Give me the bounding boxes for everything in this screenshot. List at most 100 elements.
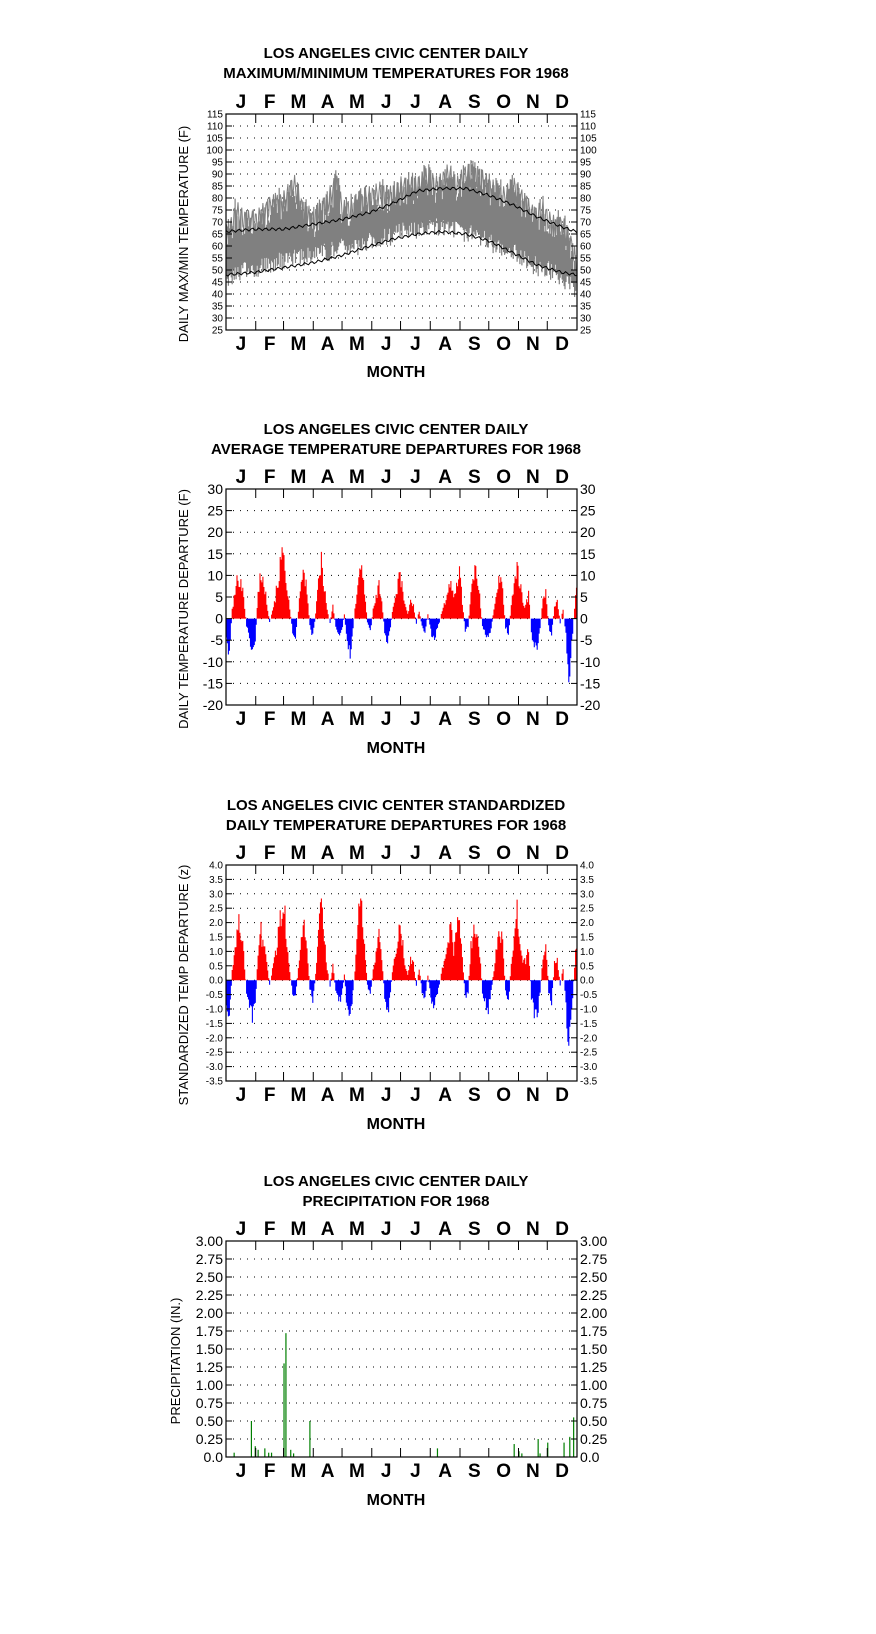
y-tick-label-left: 2.5 [209, 904, 223, 915]
y-tick-label-left: 90 [212, 170, 224, 181]
month-label-top: M [290, 467, 306, 488]
month-label-bottom: D [555, 1461, 569, 1482]
y-tick-label-left: 0.0 [209, 976, 223, 987]
month-label-top: J [381, 1219, 392, 1240]
y-tick-label-right: 45 [580, 278, 592, 289]
month-label-bottom: M [349, 1085, 365, 1106]
month-label-bottom: O [496, 334, 511, 355]
month-label-top: F [264, 467, 276, 488]
y-tick-label-right: 90 [580, 170, 592, 181]
y-tick-label-left: 1.75 [196, 1323, 223, 1339]
negative-departure-bars [225, 980, 575, 1046]
month-label-bottom: F [264, 1461, 276, 1482]
y-tick-label-left: 3.5 [209, 875, 223, 886]
month-label-bottom: M [349, 709, 365, 730]
y-tick-label-left: 0.0 [204, 1449, 224, 1465]
y-tick-label-right: 4.0 [580, 861, 594, 872]
y-tick-label-left: 1.25 [196, 1359, 223, 1375]
month-label-bottom: S [468, 334, 481, 355]
month-label-top: A [321, 467, 335, 488]
chart-title-line: LOS ANGELES CIVIC CENTER DAILY [264, 421, 529, 438]
y-tick-label-right: 2.50 [580, 1269, 607, 1285]
month-label-top: J [381, 843, 392, 864]
y-tick-label-left: -5 [211, 632, 224, 648]
month-label-bottom: M [349, 334, 365, 355]
y-tick-label-left: 30 [207, 481, 223, 497]
y-tick-label-left: -20 [203, 697, 223, 713]
month-label-bottom: N [526, 1461, 540, 1482]
y-tick-label-right: 30 [580, 481, 596, 497]
chart-title-line: MAXIMUM/MINIMUM TEMPERATURES FOR 1968 [223, 65, 569, 82]
y-tick-label-left: 110 [207, 122, 223, 133]
y-tick-label-left: -3.0 [206, 1062, 224, 1073]
y-axis-label: STANDARDIZED TEMP DEPARTURE (z) [176, 865, 191, 1106]
month-label-top: J [410, 843, 421, 864]
y-tick-label-left: 80 [212, 194, 224, 205]
y-tick-label-right: -3.5 [580, 1077, 598, 1088]
month-label-bottom: D [555, 1085, 569, 1106]
y-tick-label-left: -2.5 [206, 1048, 224, 1059]
y-tick-label-left: -0.5 [206, 990, 224, 1001]
month-label-top: D [555, 467, 569, 488]
y-tick-label-left: 2.00 [196, 1305, 223, 1321]
month-label-top: J [381, 92, 392, 113]
observed-max-line [226, 163, 577, 278]
month-label-top: D [555, 92, 569, 113]
y-tick-label-right: -2.5 [580, 1048, 598, 1059]
y-tick-label-left: 1.0 [209, 947, 223, 958]
y-tick-label-right: 100 [580, 146, 597, 157]
month-label-top: M [290, 1219, 306, 1240]
temperature-departure-chart: LOS ANGELES CIVIC CENTER DAILY AVERAGE TE… [176, 421, 600, 757]
month-label-top: A [438, 467, 452, 488]
y-tick-label-right: 1.50 [580, 1341, 607, 1357]
month-label-bottom: J [236, 1461, 247, 1482]
y-tick-label-left: 105 [206, 134, 223, 145]
month-label-bottom: J [410, 1461, 421, 1482]
month-label-bottom: J [236, 334, 247, 355]
chart-title-line: AVERAGE TEMPERATURE DEPARTURES FOR 1968 [211, 441, 581, 458]
month-label-top: N [526, 467, 540, 488]
month-label-bottom: A [438, 334, 452, 355]
y-tick-label-left: -1.0 [206, 1005, 224, 1016]
month-label-bottom: O [496, 1461, 511, 1482]
month-label-top: D [555, 1219, 569, 1240]
y-tick-label-right: 2.5 [580, 904, 594, 915]
y-tick-label-left: 3.0 [209, 889, 223, 900]
y-tick-label-right: 0 [580, 611, 588, 627]
month-label-top: N [526, 1219, 540, 1240]
chart-title-line: LOS ANGELES CIVIC CENTER DAILY [264, 1173, 529, 1190]
y-tick-label-left: 1.00 [196, 1377, 223, 1393]
x-axis-label: MONTH [367, 740, 426, 757]
y-tick-label-left: 35 [212, 302, 224, 313]
y-tick-label-right: 70 [580, 218, 592, 229]
y-tick-label-left: 0.50 [196, 1413, 223, 1429]
month-label-top: J [381, 467, 392, 488]
y-tick-label-right: 1.0 [580, 947, 594, 958]
month-label-top: F [264, 1219, 276, 1240]
y-tick-label-left: 2.0 [209, 918, 223, 929]
y-tick-label-right: 0.75 [580, 1395, 607, 1411]
x-axis-label: MONTH [367, 1492, 426, 1509]
y-axis-label: DAILY MAX/MIN TEMPERATURE (F) [176, 126, 191, 342]
month-label-bottom: J [236, 1085, 247, 1106]
month-label-bottom: J [381, 1461, 392, 1482]
month-label-bottom: S [468, 1085, 481, 1106]
month-label-top: O [496, 467, 511, 488]
month-label-bottom: M [290, 709, 306, 730]
y-tick-label-left: 4.0 [209, 861, 223, 872]
month-label-top: S [468, 843, 481, 864]
y-tick-label-right: 2.75 [580, 1251, 607, 1267]
month-label-bottom: F [264, 1085, 276, 1106]
y-tick-label-right: -3.0 [580, 1062, 598, 1073]
y-tick-label-left: 65 [212, 230, 224, 241]
y-tick-label-right: -1.0 [580, 1005, 598, 1016]
y-tick-label-right: 10 [580, 567, 596, 583]
normal-min-line [225, 229, 577, 277]
y-tick-label-left: 45 [212, 278, 224, 289]
month-label-bottom: F [264, 334, 276, 355]
month-label-top: A [438, 92, 452, 113]
y-tick-label-left: -3.5 [206, 1077, 224, 1088]
month-label-bottom: A [438, 1085, 452, 1106]
month-label-bottom: A [321, 1085, 335, 1106]
